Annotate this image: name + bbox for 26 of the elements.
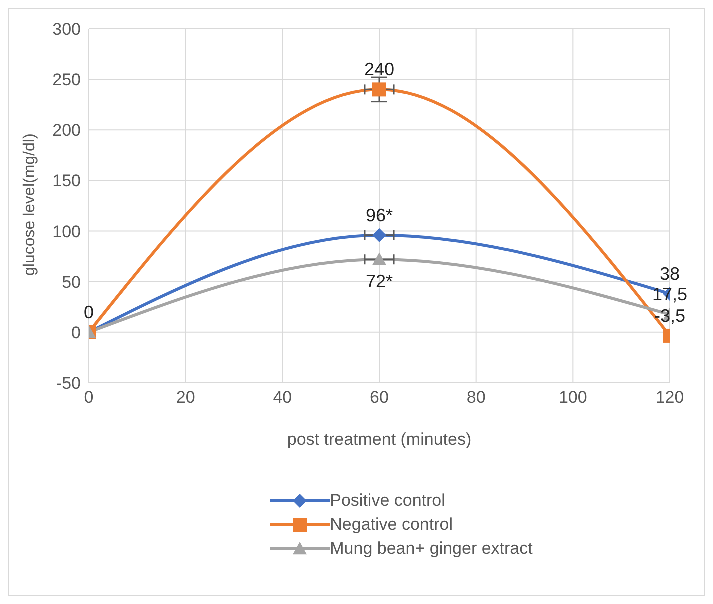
x-tick-label: 80 bbox=[466, 388, 486, 408]
y-tick-label: -50 bbox=[56, 374, 81, 394]
x-tick-label: 100 bbox=[558, 388, 588, 408]
legend-label: Positive control bbox=[330, 491, 446, 511]
y-tick-label: 200 bbox=[52, 121, 81, 140]
y-tick-label: 300 bbox=[52, 20, 81, 40]
y-tick-label: 250 bbox=[52, 70, 81, 90]
data-label: 96* bbox=[366, 205, 394, 226]
data-label: 38 bbox=[660, 264, 680, 284]
y-tick-label: 50 bbox=[62, 272, 81, 292]
x-tick-label: 120 bbox=[656, 388, 684, 408]
y-tick-label: 100 bbox=[52, 222, 81, 242]
y-axis-title: glucose level(mg/dl) bbox=[22, 134, 39, 276]
x-tick-label: 40 bbox=[273, 388, 292, 408]
x-tick-label: 60 bbox=[370, 388, 389, 408]
legend-label: Negative control bbox=[330, 515, 453, 535]
x-axis-title: post treatment (minutes) bbox=[287, 430, 472, 449]
y-tick-label: 150 bbox=[52, 172, 81, 191]
x-tick-label: 0 bbox=[84, 388, 94, 408]
data-label: 240 bbox=[364, 60, 395, 80]
data-label: 72* bbox=[366, 272, 394, 292]
data-label: 0 bbox=[84, 302, 94, 322]
y-tick-label: 0 bbox=[72, 323, 81, 342]
legend-label: Mung bean+ ginger extract bbox=[330, 539, 533, 559]
data-label: -3,5 bbox=[654, 306, 686, 326]
x-tick-label: 20 bbox=[176, 388, 196, 408]
